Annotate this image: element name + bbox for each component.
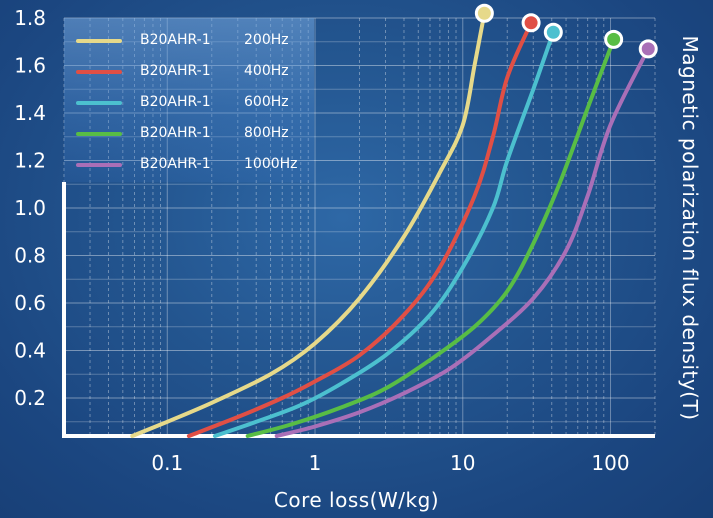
legend-swatch xyxy=(76,132,122,136)
series-endpoint-800hz xyxy=(604,29,624,49)
legend-swatch xyxy=(76,70,122,74)
x-tick-label: 100 xyxy=(591,451,629,475)
y-tick-label: 0.8 xyxy=(14,244,46,268)
series-endpoint-200hz xyxy=(474,3,494,23)
legend-item-200hz: B20AHR-1 200Hz xyxy=(76,30,312,50)
legend-series-name: B20AHR-1 xyxy=(140,125,211,141)
series-line-1000hz xyxy=(274,46,651,438)
legend-series-frequency: 400Hz xyxy=(244,63,289,79)
legend-series-frequency: 1000Hz xyxy=(244,156,298,172)
y-tick-label: 0.6 xyxy=(14,291,46,315)
series-line-600hz xyxy=(212,30,556,438)
legend-swatch xyxy=(76,163,122,167)
x-tick-label: 1 xyxy=(309,451,322,475)
legend-item-1000hz: B20AHR-1 1000Hz xyxy=(76,154,312,174)
y-tick-label: 1.2 xyxy=(14,149,46,173)
legend-series-name: B20AHR-1 xyxy=(140,156,211,172)
tick-labels: 0.1 1 10 100 0.2 0.4 0.6 0.8 1.0 1.2 1.4 1.6 1.8 xyxy=(14,6,629,475)
y-tick-label: 0.2 xyxy=(14,386,46,410)
legend-swatch xyxy=(76,39,122,43)
series-line-400hz xyxy=(186,20,534,438)
x-tick-label: 10 xyxy=(450,451,475,475)
y-tick-label: 1.0 xyxy=(14,196,46,220)
x-tick-label: 0.1 xyxy=(151,451,183,475)
legend-series-name: B20AHR-1 xyxy=(140,94,211,110)
x-axis-label: Core loss(W/kg) xyxy=(273,488,440,512)
series-endpoint-1000hz xyxy=(638,39,658,59)
legend-item-800hz: B20AHR-1 800Hz xyxy=(76,123,312,143)
legend-series-name: B20AHR-1 xyxy=(140,63,211,79)
legend-swatch xyxy=(76,101,122,105)
y-tick-label: 1.8 xyxy=(14,6,46,30)
series-endpoint-400hz xyxy=(521,13,541,33)
legend-series-frequency: 200Hz xyxy=(244,32,289,48)
legend-series-frequency: 600Hz xyxy=(244,94,289,110)
legend-item-600hz: B20AHR-1 600Hz xyxy=(76,92,312,112)
legend-series-name: B20AHR-1 xyxy=(140,32,211,48)
axes xyxy=(62,182,655,438)
y-tick-label: 0.4 xyxy=(14,339,46,363)
series-line-200hz xyxy=(130,11,487,438)
series-lines xyxy=(130,11,651,438)
legend-series-frequency: 800Hz xyxy=(244,125,289,141)
series-endpoint-600hz xyxy=(543,22,563,42)
y-tick-label: 1.4 xyxy=(14,101,46,125)
y-tick-label: 1.6 xyxy=(14,54,46,78)
legend-item-400hz: B20AHR-1 400Hz xyxy=(76,61,312,81)
y-axis-label: Magnetic polarization flux density(T) xyxy=(678,35,702,421)
series-endpoints xyxy=(474,3,658,59)
legend: B20AHR-1 200Hz B20AHR-1 400Hz B20AHR-1 6… xyxy=(64,18,314,182)
series-line-800hz xyxy=(245,37,616,438)
